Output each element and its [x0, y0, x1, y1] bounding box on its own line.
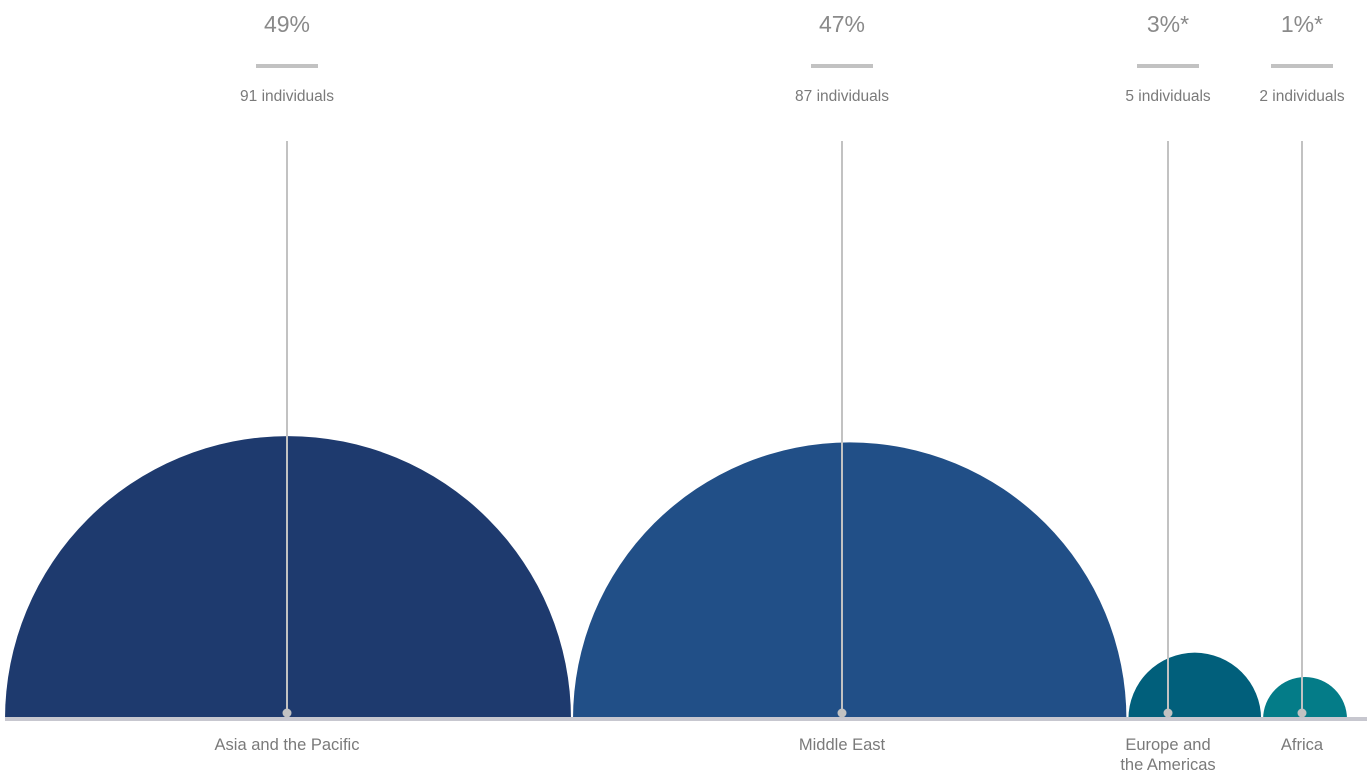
- percent-label-asia-and-the-pacific: 49%: [264, 11, 310, 37]
- percent-bar-europe-and-the-americas: [1137, 64, 1199, 68]
- semicircles-layer: [5, 436, 1348, 719]
- count-label-africa: 2 individuals: [1259, 88, 1345, 105]
- semicircle-middle-east: [573, 442, 1127, 719]
- connector-dot-asia-and-the-pacific: [282, 708, 292, 718]
- count-label-asia-and-the-pacific: 91 individuals: [240, 88, 334, 105]
- percent-label-middle-east: 47%: [819, 11, 865, 37]
- top-labels-layer: 49% 91 individuals 47% 87 individuals 3%* 5 i…: [240, 11, 1345, 105]
- percent-label-europe-and-the-americas: 3%*: [1147, 11, 1189, 37]
- region-label-asia-and-the-pacific: Asia and the Pacific: [215, 736, 360, 754]
- connector-dot-africa: [1297, 708, 1307, 718]
- percent-bar-asia-and-the-pacific: [256, 64, 318, 68]
- region-labels-layer: Asia and the Pacific Middle East Europe an…: [215, 736, 1324, 772]
- percent-label-africa: 1%*: [1281, 11, 1323, 37]
- semicircle-africa: [1263, 677, 1348, 719]
- count-label-europe-and-the-americas: 5 individuals: [1125, 88, 1211, 105]
- region-label-africa: Africa: [1281, 736, 1324, 754]
- connector-dot-europe-and-the-americas: [1163, 708, 1173, 718]
- count-label-middle-east: 87 individuals: [795, 88, 889, 105]
- semicircle-europe-and-the-americas: [1128, 652, 1262, 719]
- percent-bar-middle-east: [811, 64, 873, 68]
- connectors-layer: [282, 141, 1307, 718]
- connector-dot-middle-east: [837, 708, 847, 718]
- region-label-middle-east: Middle East: [799, 736, 886, 754]
- percent-bar-africa: [1271, 64, 1333, 68]
- region-label-europe-and-the-americas: Europe and the Americas: [1120, 736, 1215, 772]
